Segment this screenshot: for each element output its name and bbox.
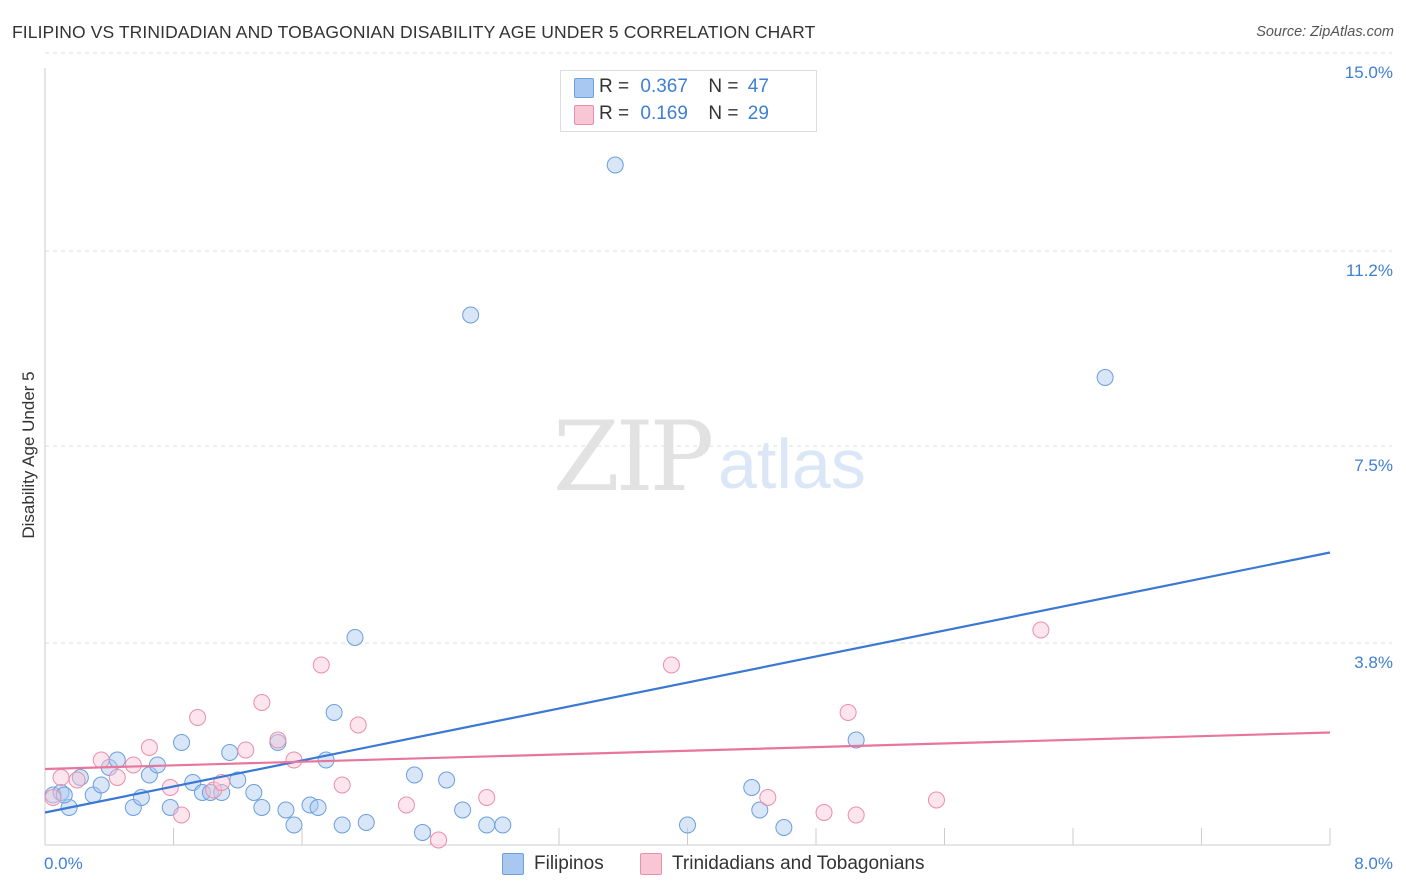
data-point-trinidadians <box>253 694 271 711</box>
data-point-filipinos <box>92 776 110 794</box>
watermark-atlas: atlas <box>718 425 866 503</box>
data-point-trinidadians <box>312 656 330 674</box>
data-point-trinidadians <box>815 804 833 821</box>
legend-swatch-pink <box>640 853 662 875</box>
data-point-filipinos <box>108 751 126 769</box>
data-point-filipinos <box>55 786 73 804</box>
data-point-filipinos <box>253 799 271 816</box>
data-point-filipinos <box>277 801 295 819</box>
data-point-trinidadians <box>173 806 191 824</box>
data-points <box>44 156 1114 849</box>
data-point-filipinos <box>1096 369 1114 386</box>
data-point-filipinos <box>606 156 624 174</box>
data-point-filipinos <box>309 799 327 816</box>
data-point-filipinos <box>847 731 865 749</box>
data-point-trinidadians <box>140 739 158 756</box>
data-point-filipinos <box>478 816 496 834</box>
legend-swatch-blue <box>502 853 524 875</box>
tick-labels: 3.8% 7.5% 11.2% 15.0% 0.0% 8.0% <box>44 63 1393 873</box>
data-point-trinidadians <box>1032 621 1050 639</box>
data-point-filipinos <box>679 816 696 834</box>
data-point-filipinos <box>751 801 769 819</box>
series-label: Filipinos <box>534 853 604 874</box>
data-point-filipinos <box>454 801 472 819</box>
data-point-trinidadians <box>68 771 86 789</box>
n-label: N = <box>708 103 739 124</box>
data-point-trinidadians <box>759 789 777 806</box>
series-label: Trinidadians and Tobagonians <box>672 853 925 874</box>
r-value: 0.367 <box>640 76 688 97</box>
data-point-trinidadians <box>92 751 110 769</box>
x-tick-label: 8.0% <box>1354 854 1393 873</box>
watermark: ZIP atlas <box>553 401 866 513</box>
data-point-filipinos <box>221 744 239 761</box>
data-point-filipinos <box>462 306 480 324</box>
data-point-trinidadians <box>124 756 142 774</box>
r-value: 0.169 <box>640 103 688 124</box>
y-tick-label: 15.0% <box>1345 63 1393 82</box>
r-label: R = <box>599 103 630 124</box>
data-point-filipinos <box>775 819 793 836</box>
bottom-legend-filipinos: Filipinos <box>502 852 604 876</box>
data-point-trinidadians <box>349 716 367 734</box>
data-point-filipinos <box>173 734 191 751</box>
source-credit: Source: ZipAtlas.com <box>1256 24 1394 40</box>
data-point-filipinos <box>743 779 761 796</box>
data-point-filipinos <box>346 629 364 646</box>
gridlines <box>45 52 1392 644</box>
y-tick-label: 11.2% <box>1346 261 1393 280</box>
x-tick-label: 0.0% <box>44 854 83 873</box>
n-label: N = <box>708 76 739 97</box>
data-point-trinidadians <box>839 704 857 721</box>
data-point-filipinos <box>52 784 70 801</box>
legend-swatch-pink <box>574 105 594 125</box>
legend-row-filipinos: R = 0.367 N = 47 <box>574 76 769 98</box>
correlation-legend: R = 0.367 N = 47 R = 0.169 N = 29 <box>560 70 817 132</box>
data-point-filipinos <box>325 704 343 721</box>
watermark-zip: ZIP <box>553 401 712 513</box>
data-point-filipinos <box>245 784 263 801</box>
data-point-filipinos <box>405 766 423 784</box>
data-point-trinidadians <box>333 776 351 794</box>
data-point-trinidadians <box>397 796 415 814</box>
data-point-trinidadians <box>237 741 255 759</box>
legend-swatch-blue <box>574 78 594 98</box>
data-point-trinidadians <box>662 656 680 674</box>
data-point-trinidadians <box>189 709 207 726</box>
data-point-filipinos <box>333 816 351 834</box>
data-point-trinidadians <box>430 831 448 849</box>
legend-row-trinidadians: R = 0.169 N = 29 <box>574 103 769 125</box>
trend-line-filipinos <box>44 551 1331 814</box>
data-point-trinidadians <box>927 791 945 809</box>
chart-title: FILIPINO VS TRINIDADIAN AND TOBAGONIAN D… <box>12 22 816 42</box>
y-tick-label: 3.8% <box>1354 653 1393 672</box>
data-point-filipinos <box>413 824 431 841</box>
data-point-filipinos <box>71 769 89 786</box>
trend-line-trinidadians <box>44 731 1331 771</box>
n-value: 29 <box>747 103 769 124</box>
n-value: 47 <box>747 76 769 97</box>
data-point-trinidadians <box>44 789 62 806</box>
data-point-trinidadians <box>269 731 287 749</box>
bottom-legend-trinidadians: Trinidadians and Tobagonians <box>640 852 924 876</box>
trend-lines <box>44 551 1331 814</box>
data-point-filipinos <box>357 814 375 831</box>
data-point-trinidadians <box>478 789 496 806</box>
y-tick-label: 7.5% <box>1354 456 1393 475</box>
data-point-trinidadians <box>52 769 70 786</box>
data-point-trinidadians <box>108 769 126 786</box>
r-label: R = <box>599 76 630 97</box>
data-point-filipinos <box>438 771 456 789</box>
data-point-filipinos <box>285 816 303 834</box>
data-point-trinidadians <box>847 806 865 824</box>
data-point-filipinos <box>494 816 512 834</box>
